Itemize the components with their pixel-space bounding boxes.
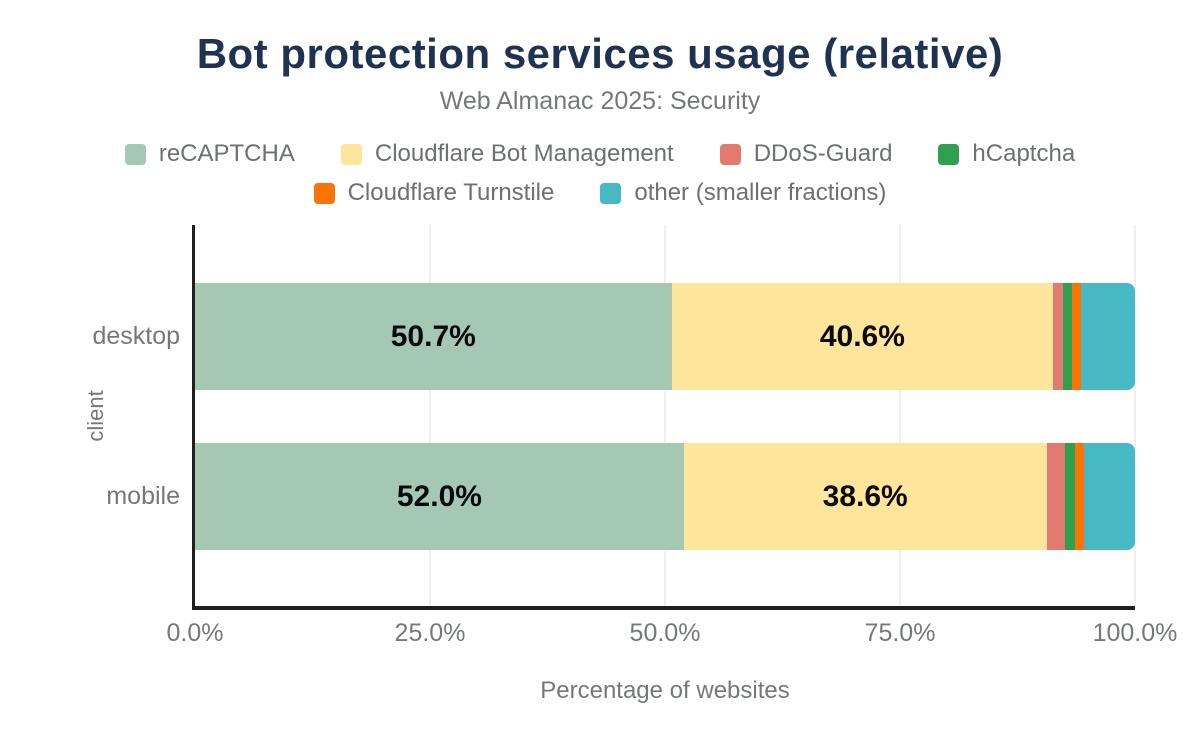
x-axis-tick-label: 75.0% xyxy=(864,619,936,647)
legend: reCAPTCHA Cloudflare Bot Management DDoS-G… xyxy=(100,140,1100,207)
bar-mobile: 52.0% 38.6% xyxy=(195,443,1135,550)
y-axis-line xyxy=(192,225,195,610)
legend-item: Cloudflare Turnstile xyxy=(313,179,555,207)
bar-value-label: 50.7% xyxy=(390,319,476,353)
legend-label: Cloudflare Turnstile xyxy=(347,179,555,206)
bar-segment-mobile: 38.6% xyxy=(683,443,1047,550)
chart-title: Bot protection services usage (relative) xyxy=(196,30,1004,77)
bar-segment-mobile xyxy=(1084,443,1135,550)
legend-item: Cloudflare Bot Management xyxy=(340,140,674,168)
gridline xyxy=(1134,225,1136,606)
bar-segment-mobile xyxy=(1046,443,1066,550)
x-axis-line xyxy=(192,606,1135,610)
legend-item: reCAPTCHA xyxy=(124,140,295,168)
bar-value-label: 40.6% xyxy=(819,319,905,353)
legend-label: hCaptcha xyxy=(972,140,1076,167)
bar-desktop: 50.7% 40.6% xyxy=(195,283,1135,390)
bar-segment-mobile xyxy=(1065,443,1075,550)
chart-subtitle: Web Almanac 2025: Security xyxy=(439,87,761,115)
x-axis-tick-label: 0.0% xyxy=(166,619,224,647)
y-axis-tick-label: desktop xyxy=(92,322,180,350)
legend-swatch xyxy=(340,143,362,165)
bar-segment-mobile: 52.0% xyxy=(195,443,684,550)
y-axis-title: client xyxy=(83,389,108,442)
bar-segment-desktop: 50.7% xyxy=(195,283,672,390)
legend-item: DDoS-Guard xyxy=(719,140,893,168)
bar-segment-desktop xyxy=(1081,283,1135,390)
legend-swatch xyxy=(313,182,335,204)
gridline xyxy=(899,225,901,606)
legend-swatch xyxy=(938,143,960,165)
bar-segment-desktop xyxy=(1062,283,1072,390)
gridline xyxy=(429,225,431,606)
plot-area: client Percentage of websites 0.0% 25.0% 5… xyxy=(83,225,1177,704)
y-axis-tick-label: mobile xyxy=(106,482,180,510)
legend-label: Cloudflare Bot Management xyxy=(374,140,674,167)
x-axis-title: Percentage of websites xyxy=(540,677,790,704)
legend-label: reCAPTCHA xyxy=(158,140,295,167)
legend-item: other (smaller fractions) xyxy=(600,179,886,207)
bar-segment-mobile xyxy=(1074,443,1085,550)
legend-swatch xyxy=(719,143,741,165)
legend-item: hCaptcha xyxy=(938,140,1075,168)
legend-label: DDoS-Guard xyxy=(753,140,893,167)
bar-segment-desktop: 40.6% xyxy=(671,283,1054,390)
x-axis-tick-label: 100.0% xyxy=(1092,619,1178,647)
x-axis-tick-label: 25.0% xyxy=(394,619,466,647)
bar-value-label: 38.6% xyxy=(822,479,908,513)
bar-value-label: 52.0% xyxy=(396,479,482,513)
bar-segment-desktop xyxy=(1071,283,1082,390)
gridline xyxy=(664,225,666,606)
bar-segment-desktop xyxy=(1053,283,1063,390)
x-axis-tick-label: 50.0% xyxy=(629,619,701,647)
legend-swatch xyxy=(124,143,146,165)
legend-swatch xyxy=(600,182,622,204)
legend-label: other (smaller fractions) xyxy=(634,179,887,206)
